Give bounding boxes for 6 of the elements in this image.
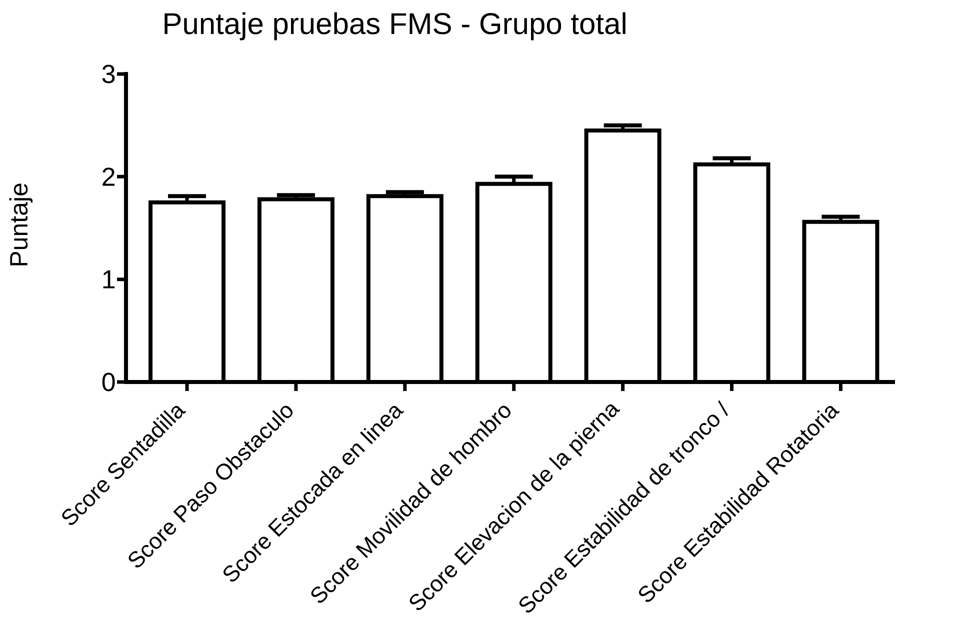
chart-title: Puntaje pruebas FMS - Grupo total — [164, 12, 626, 40]
y-axis-title: Puntaje — [9, 184, 33, 266]
y-tick-label: 0 — [102, 372, 115, 392]
y-tick-label: 1 — [103, 270, 115, 288]
y-tick-label: 2 — [102, 168, 114, 186]
y-tick-label: 3 — [102, 64, 115, 84]
